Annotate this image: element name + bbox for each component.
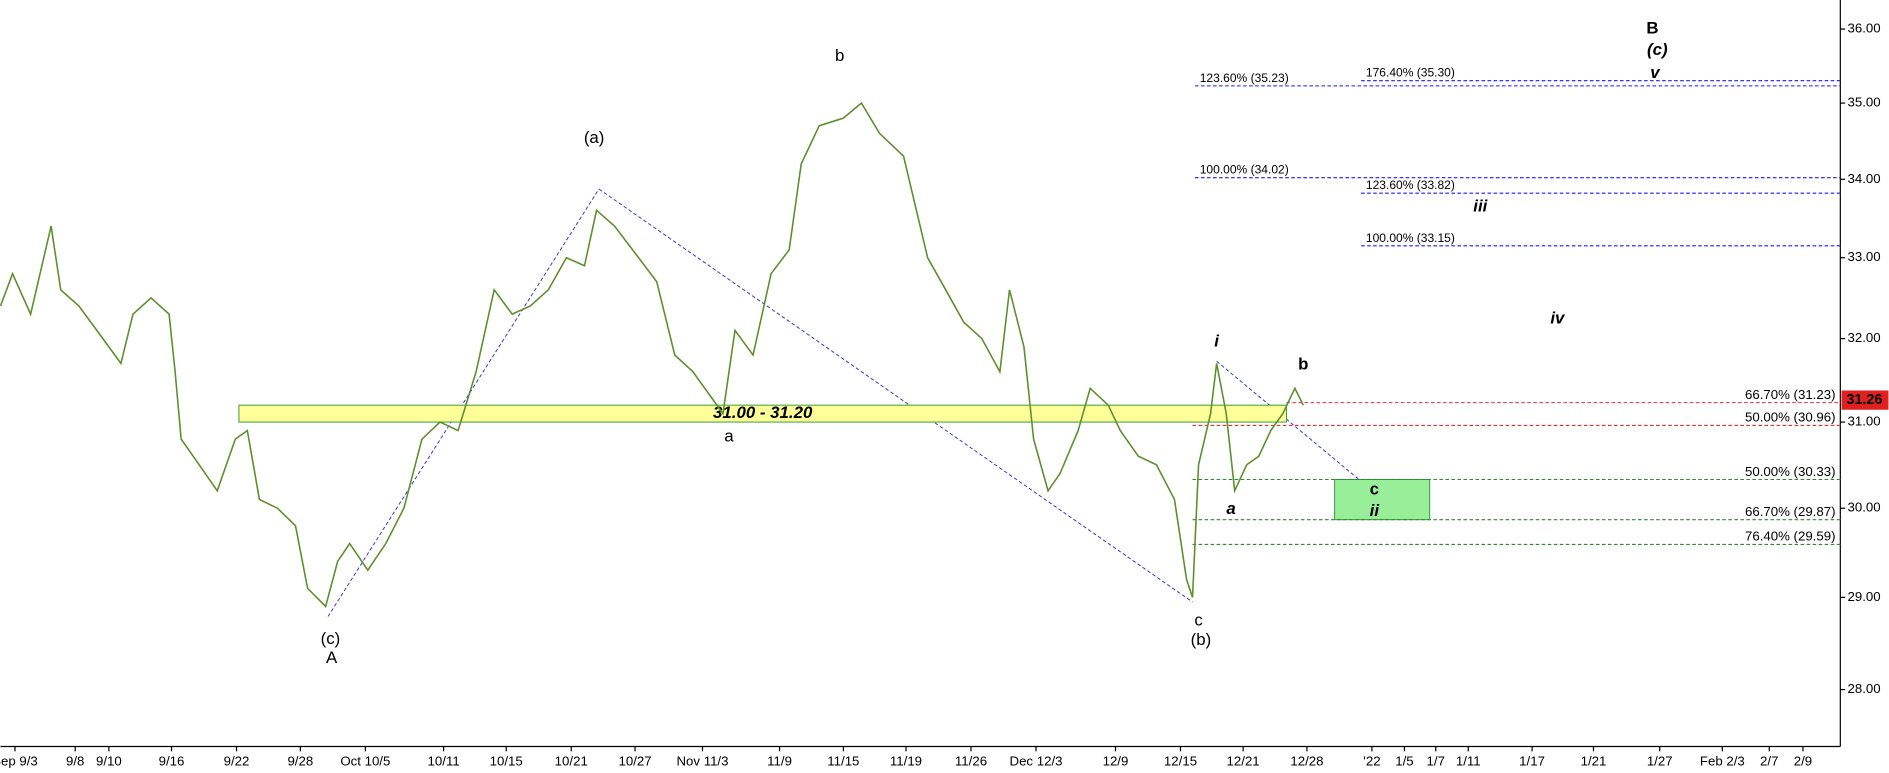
x-tick-label: 1/7 (1427, 754, 1445, 769)
x-tick-label: 2/7 (1760, 754, 1778, 769)
x-tick-label: 9/10 (96, 754, 122, 769)
x-tick-label: 9/16 (159, 754, 185, 769)
x-tick-label: '22 (1363, 754, 1380, 769)
wave-label: a (724, 427, 734, 446)
wave-label: v (1650, 63, 1661, 82)
x-tick-label: 12/15 (1164, 754, 1197, 769)
x-tick-label: 12/21 (1227, 754, 1260, 769)
y-tick-label: 30.00 (1848, 500, 1881, 515)
x-tick-label: Dec 12/3 (1010, 754, 1063, 769)
wave-label: (c) (1647, 40, 1668, 59)
trend-line (598, 188, 1193, 603)
wave-label: c (1194, 611, 1202, 630)
wave-label: A (326, 648, 338, 667)
x-tick-label: 9/8 (66, 754, 84, 769)
wave-label: (c) (321, 629, 341, 648)
y-tick-label: 36.00 (1848, 21, 1881, 36)
x-tick-label: 1/27 (1647, 754, 1673, 769)
y-tick-label: 34.00 (1848, 171, 1881, 186)
x-tick-label: 10/15 (490, 754, 523, 769)
fib-label: 66.70% (29.87) (1745, 504, 1835, 519)
x-tick-label: Oct 10/5 (340, 754, 390, 769)
x-tick-label: 10/11 (428, 754, 460, 769)
wave-label: iii (1473, 197, 1487, 216)
wave-label: i (1214, 331, 1219, 350)
wave-label: iv (1550, 309, 1566, 328)
x-tick-label: 12/9 (1103, 754, 1129, 769)
x-tick-label: 11/19 (890, 754, 922, 769)
zone-label: 31.00 - 31.20 (713, 403, 813, 422)
x-tick-label: 9/22 (224, 754, 250, 769)
y-tick-label: 32.00 (1848, 330, 1881, 345)
wave-label: (b) (1191, 630, 1212, 649)
x-tick-label: Feb 2/3 (1700, 754, 1745, 769)
x-tick-label: Nov 11/3 (676, 754, 728, 769)
x-tick-label: 1/21 (1581, 754, 1607, 769)
y-tick-label: 33.00 (1848, 249, 1881, 264)
x-tick-label: 1/11 (1456, 754, 1481, 769)
x-tick-label: 10/27 (618, 754, 651, 769)
y-tick-label: 31.00 (1848, 414, 1881, 429)
x-tick-label: 1/17 (1519, 754, 1545, 769)
wave-label: b (835, 46, 844, 65)
fib-label: 66.70% (31.23) (1745, 387, 1835, 402)
pattern-lines (327, 188, 1360, 617)
last-price-label: 31.26 (1846, 392, 1882, 408)
x-tick-label: Sep 9/3 (0, 754, 38, 769)
trend-line (1216, 360, 1360, 480)
zone (1334, 479, 1431, 521)
trend-line (327, 188, 600, 617)
x-tick-label: 12/28 (1290, 754, 1323, 769)
fib-label: 123.60% (35.23) (1200, 71, 1289, 85)
price-line (0, 101, 1305, 608)
wave-label: B (1646, 18, 1658, 37)
x-tick-label: 9/28 (287, 754, 313, 769)
wave-label: b (1298, 354, 1308, 373)
x-tick-label: 10/21 (555, 754, 588, 769)
x-tick-label: 2/9 (1794, 754, 1812, 769)
fib-label: 76.40% (29.59) (1745, 529, 1835, 544)
fib-label: 176.40% (35.30) (1366, 66, 1455, 80)
x-tick-label: 11/15 (827, 754, 859, 769)
fib-label: 50.00% (30.96) (1745, 410, 1835, 425)
fib-label: 50.00% (30.33) (1745, 464, 1835, 479)
x-tick-label: 11/9 (767, 754, 792, 769)
last-price-tag (1841, 390, 1889, 410)
y-tick-label: 35.00 (1848, 95, 1881, 110)
fib-label: 100.00% (33.15) (1366, 231, 1455, 245)
wave-label: (a) (584, 128, 605, 147)
y-tick-label: 29.00 (1848, 589, 1881, 604)
wave-label: a (1226, 499, 1235, 518)
x-tick-label: 1/5 (1395, 754, 1413, 769)
fib-label: 123.60% (33.82) (1366, 178, 1455, 192)
x-tick-label: 11/26 (955, 754, 987, 769)
zone (238, 404, 1287, 423)
y-tick-label: 28.00 (1848, 681, 1881, 696)
wave-label: c (1370, 480, 1379, 499)
fib-label: 100.00% (34.02) (1200, 163, 1289, 177)
wave-label: ii (1370, 501, 1380, 520)
